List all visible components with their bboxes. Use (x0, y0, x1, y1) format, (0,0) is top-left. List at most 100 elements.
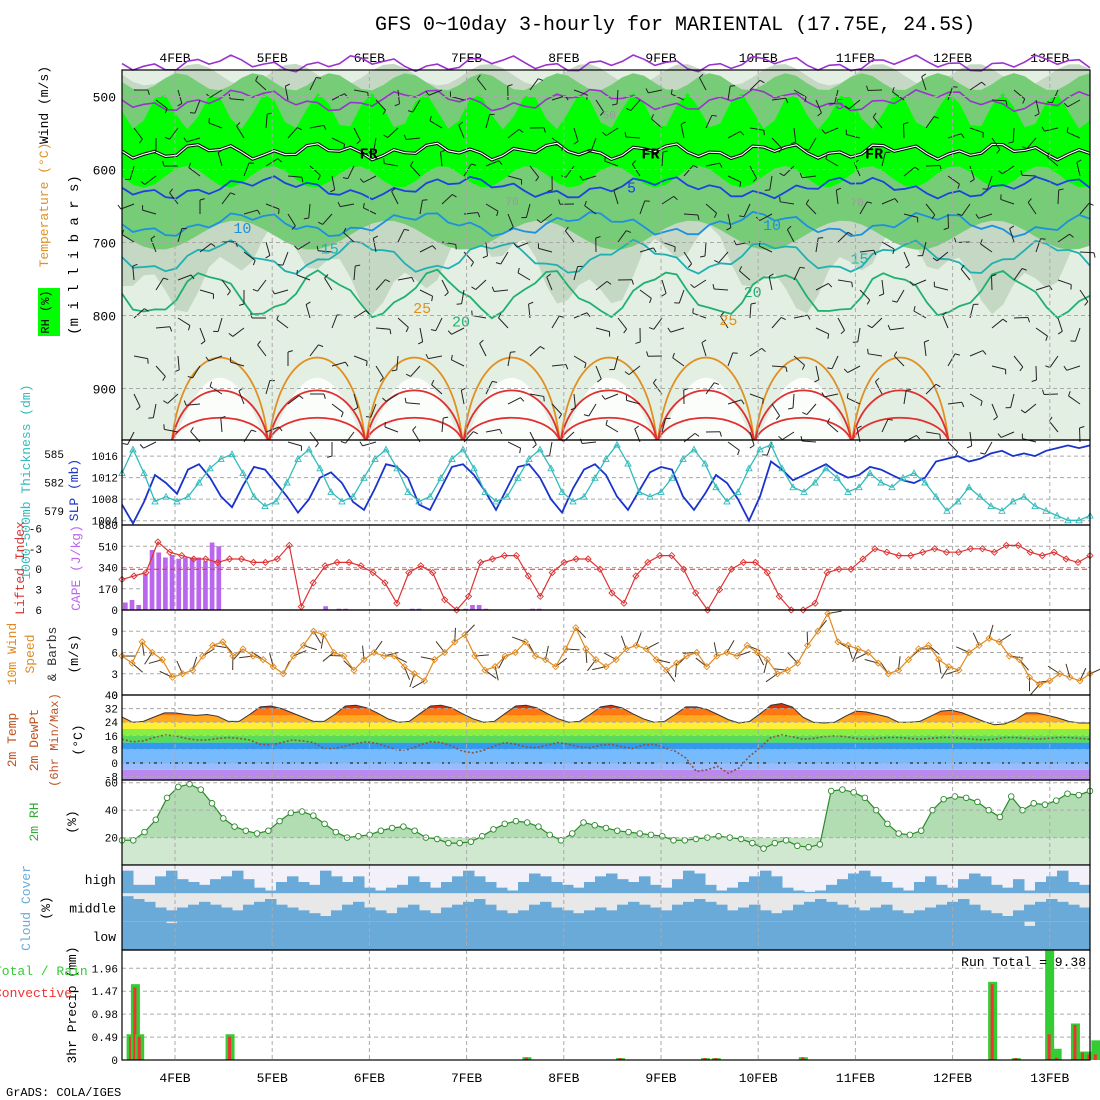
cloud-bar-middle (639, 904, 651, 922)
cloud-bar-middle (683, 901, 695, 922)
wind-barb (549, 441, 553, 456)
lifted-index-marker (931, 545, 939, 553)
wind-barb-flag (432, 245, 437, 250)
cloud-bar-low (958, 921, 970, 950)
wind-barb (460, 390, 465, 405)
wind-barb (874, 381, 883, 395)
wind-barb-flag (291, 225, 296, 230)
rh-marker (152, 816, 160, 824)
wind-barb (1067, 131, 1081, 139)
cloud-bar-high (408, 876, 420, 894)
isotherm-30-dome (462, 389, 561, 441)
wind-barb (287, 395, 300, 405)
cloud-bar-high (782, 887, 794, 894)
wind-barb-flag (1045, 335, 1048, 341)
wind-barb-flag (980, 452, 986, 455)
wind-barb-flag (939, 434, 941, 440)
wind-barb-flag (200, 340, 206, 345)
wind-barb-flag (739, 215, 745, 218)
lifted-index-marker (895, 551, 903, 560)
wind-barb-flag (894, 198, 899, 203)
rh-dry-dome (175, 377, 265, 440)
thickness-marker (756, 445, 764, 453)
temp-band (122, 742, 1090, 750)
lifted-index-marker (464, 592, 473, 601)
cloud-bar-high (804, 891, 816, 894)
wind-speed-marker (441, 648, 449, 657)
wind-barb (947, 133, 962, 139)
wind-speed-marker (279, 670, 287, 678)
wind-barb (582, 175, 597, 181)
wind-barb (713, 288, 729, 291)
wind-barb (846, 134, 861, 139)
wind-barb (1066, 365, 1081, 371)
wind-barb (718, 251, 729, 263)
wind-speed-marker (521, 638, 529, 646)
wind-barb-flag (317, 221, 323, 225)
wind-barb (331, 93, 345, 101)
cape-bar (123, 602, 128, 610)
thickness-marker (547, 464, 555, 472)
date-label-top: 6FEB (354, 51, 385, 66)
wind-barb-flag (583, 414, 589, 417)
cloud-bar-middle (870, 907, 882, 922)
cloud-bar-low (430, 921, 442, 950)
wind-barb-flag (543, 127, 546, 133)
cloud-bar-middle (243, 904, 255, 922)
wind-barb-flag (1084, 301, 1089, 306)
wind-barb (372, 238, 377, 253)
wind-barb (435, 317, 443, 331)
cloud-bar-high (507, 890, 519, 894)
thickness-marker (415, 497, 423, 505)
wind-barb (546, 276, 553, 291)
cloud-bar-high (254, 887, 266, 894)
wind-barb-flag (602, 131, 607, 136)
wind-barb-flag (132, 263, 138, 267)
date-label-top: 13FEB (1030, 51, 1069, 66)
wind-barb-flag (825, 154, 828, 160)
wind-barb-flag (444, 292, 449, 297)
wind-barb-flag (183, 137, 187, 143)
cloud-bar-high (815, 890, 827, 894)
temp-band (122, 769, 1090, 780)
cloud-bar-low (771, 921, 783, 950)
wind-speed-marker (350, 666, 358, 674)
wind-barb-flag (1020, 170, 1023, 176)
cloud-bar-middle (254, 901, 266, 922)
rh-marker (794, 842, 801, 850)
thickness-marker (569, 497, 577, 505)
wind-barb-flag (1069, 233, 1074, 238)
wind-barb-flag (780, 316, 786, 321)
rh-marker (332, 828, 340, 836)
legend-rh: RH (%) (39, 290, 53, 333)
wind-barb (1049, 355, 1059, 368)
wind-barb (529, 393, 544, 397)
cloud-bar-high (276, 882, 288, 894)
cloud-bar-high (749, 876, 761, 894)
cape-bar (136, 605, 142, 610)
wind-barb-flag (356, 140, 361, 145)
cloud-bar-high (1068, 882, 1080, 894)
thickness-marker (514, 473, 522, 481)
wind-barb (793, 355, 805, 366)
cloud-bar-middle (375, 910, 387, 922)
lifted-index-marker (524, 572, 532, 580)
thickness-marker (602, 454, 610, 462)
cloud-bar-low (122, 921, 134, 950)
cloud-bar-low (254, 921, 266, 950)
wind-barb-flag (1068, 391, 1071, 397)
lifted-index-marker (656, 551, 664, 560)
cloud-bar-middle (914, 910, 926, 922)
wind-barb (749, 127, 764, 131)
wind-barb (461, 289, 465, 304)
wind-barb-flag (739, 181, 742, 187)
date-label-top: 12FEB (933, 51, 972, 66)
cloud-bar-middle (793, 904, 805, 922)
wind-barb (595, 327, 610, 333)
cloud-bar-middle (199, 901, 211, 922)
cloud-bar-low (265, 921, 277, 950)
wind-barb (942, 314, 949, 329)
wind-barb (806, 403, 817, 415)
cloud-bar-middle (826, 901, 838, 922)
chart-title: GFS 0~10day 3-hourly for MARIENTAL (17.7… (375, 14, 975, 37)
